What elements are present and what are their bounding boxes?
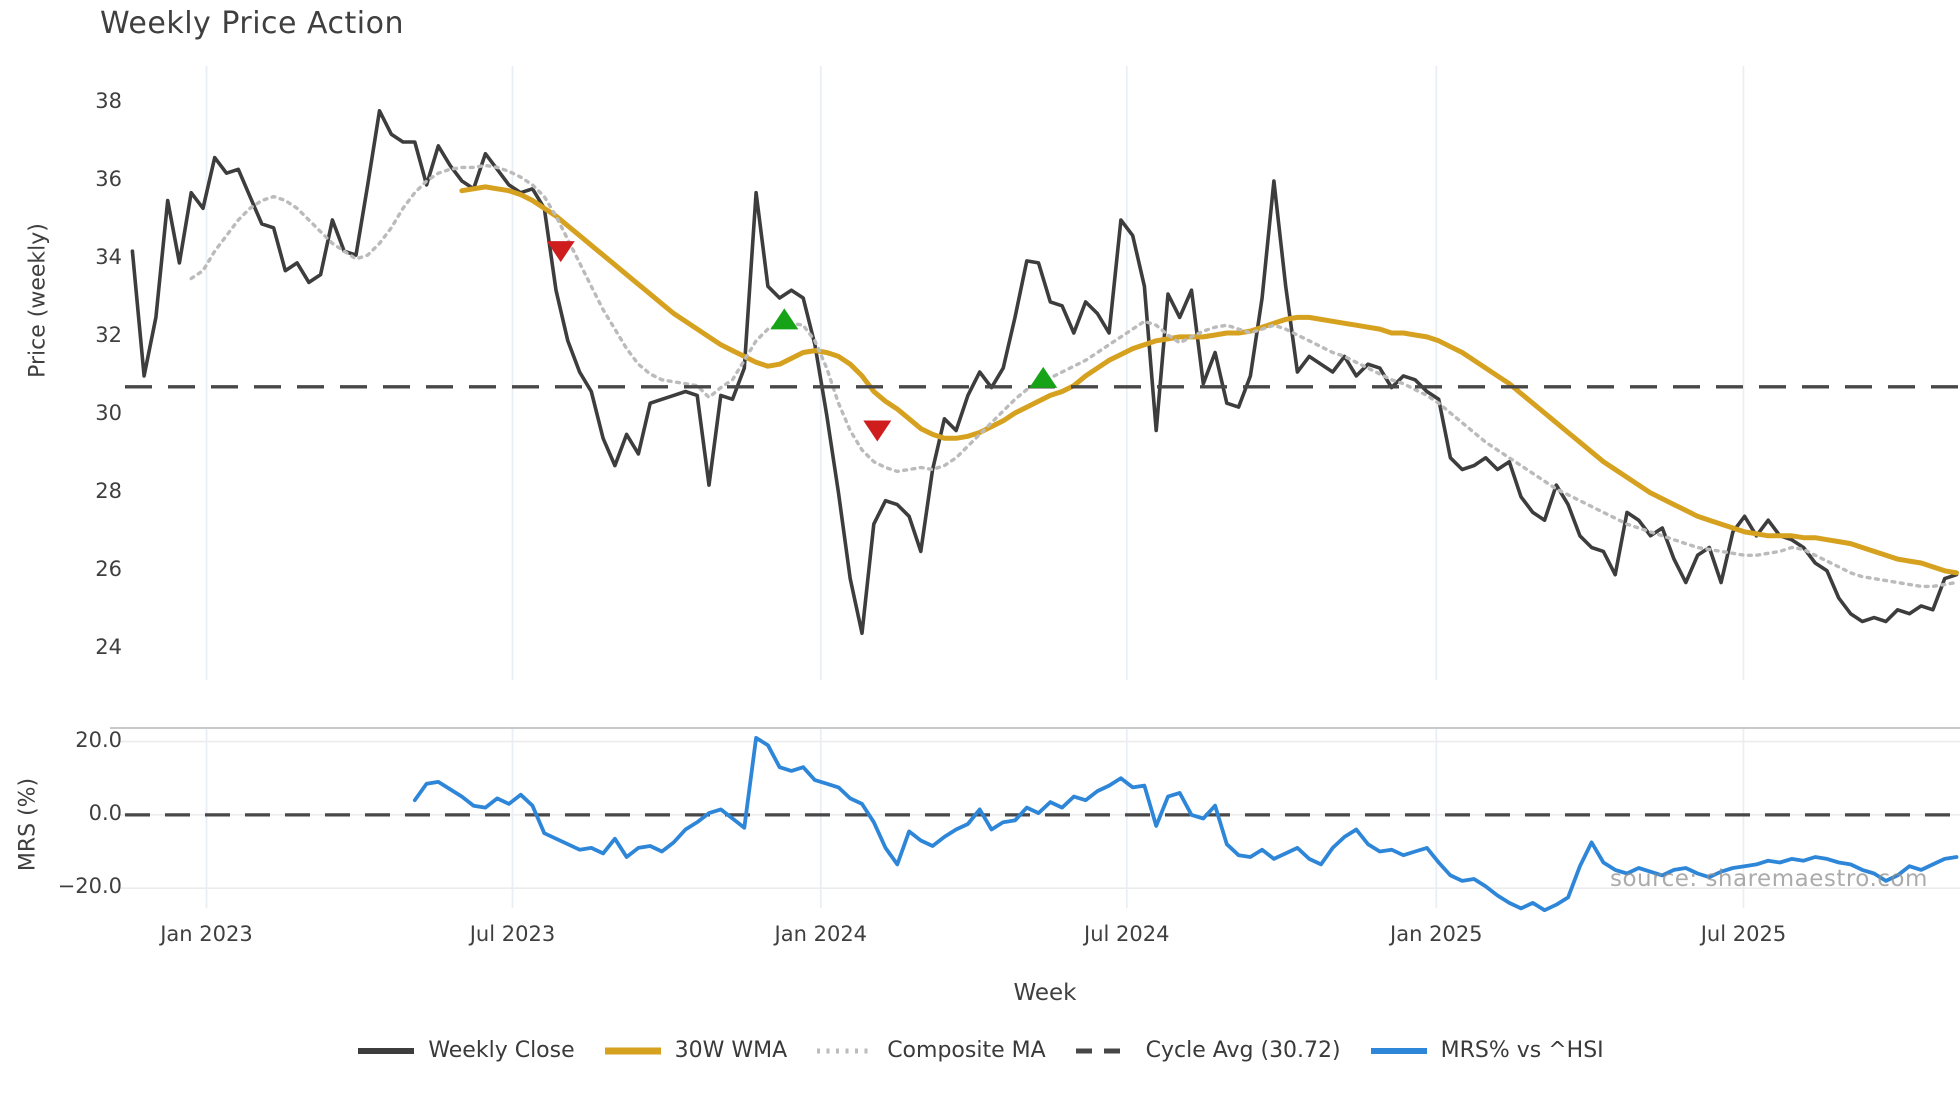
legend-item: Weekly Close xyxy=(356,1038,575,1063)
legend-label: 30W WMA xyxy=(674,1038,788,1063)
mrs-line xyxy=(412,736,1959,912)
price-y-tick-label: 30 xyxy=(95,400,122,425)
legend-item: 30W WMA xyxy=(603,1038,788,1063)
buy-marker xyxy=(1029,366,1058,388)
price-y-tick-label: 38 xyxy=(95,89,122,114)
x-tick-label: Jul 2024 xyxy=(1084,922,1170,946)
legend: Weekly Close 30W WMA Composite MA Cycle Avg… xyxy=(0,1038,1960,1063)
composite-line xyxy=(189,163,1959,589)
mrs-y-tick-label: 0.0 xyxy=(88,800,122,825)
price-y-tick-label: 26 xyxy=(95,556,122,581)
price-y-tick-label: 28 xyxy=(95,478,122,503)
x-tick-label: Jan 2024 xyxy=(774,922,868,946)
sell-marker xyxy=(863,420,892,442)
price-y-tick-label: 24 xyxy=(95,634,122,659)
weekly-close-line xyxy=(130,109,1959,636)
legend-swatch-solid xyxy=(358,1047,415,1054)
price-y-tick-label: 32 xyxy=(95,322,122,347)
price-y-tick-label: 34 xyxy=(95,244,122,269)
legend-swatch-dashed xyxy=(1075,1048,1132,1053)
legend-item: Composite MA xyxy=(815,1038,1046,1063)
price-y-tick-label: 36 xyxy=(95,167,122,191)
sell-marker xyxy=(546,241,575,263)
mrs-y-tick-label: 20.0 xyxy=(75,727,122,752)
wma-line xyxy=(459,184,1959,576)
x-tick-label: Jan 2025 xyxy=(1390,922,1483,946)
mrs-y-tick-label: −20.0 xyxy=(57,874,122,899)
buy-marker xyxy=(770,308,799,330)
legend-label: Cycle Avg (30.72) xyxy=(1145,1038,1341,1063)
source-watermark: source: sharemaestro.com xyxy=(1610,866,1928,892)
legend-item: MRS% vs ^HSI xyxy=(1369,1038,1604,1063)
legend-label: Composite MA xyxy=(887,1038,1046,1063)
legend-item: Cycle Avg (30.72) xyxy=(1074,1038,1341,1063)
legend-swatch-dotted xyxy=(817,1048,874,1053)
x-tick-label: Jan 2023 xyxy=(160,922,253,946)
legend-label: Weekly Close xyxy=(428,1038,575,1063)
legend-label: MRS% vs ^HSI xyxy=(1440,1038,1604,1063)
legend-swatch-solid xyxy=(604,1047,661,1054)
x-tick-label: Jul 2025 xyxy=(1700,922,1787,946)
legend-swatch-solid xyxy=(1370,1047,1427,1054)
x-tick-label: Jul 2023 xyxy=(469,922,556,946)
chart-title: Weekly Price Action xyxy=(100,6,404,41)
x-axis-label: Week xyxy=(1013,980,1077,1006)
